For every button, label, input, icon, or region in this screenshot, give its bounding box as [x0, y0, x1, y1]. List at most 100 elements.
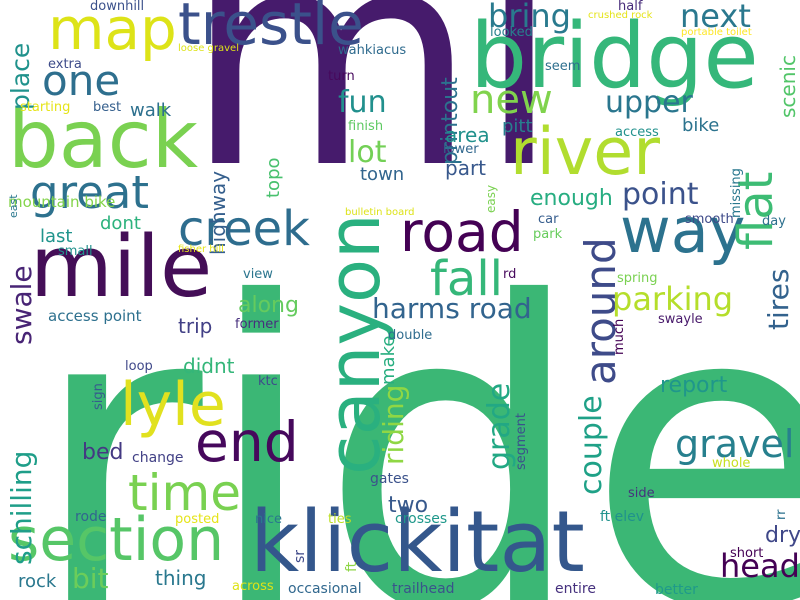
cloud-word: looked — [490, 25, 533, 40]
cloud-word: enough — [530, 186, 613, 211]
cloud-word: thing — [155, 566, 207, 590]
cloud-word: riding — [377, 384, 410, 465]
cloud-word: map — [48, 0, 177, 63]
cloud-word: rode — [75, 509, 107, 525]
cloud-word: car — [538, 212, 559, 227]
cloud-word: grade — [482, 382, 517, 470]
cloud-word: day — [762, 214, 786, 229]
cloud-word: ktc — [258, 374, 278, 389]
cloud-word: new — [470, 77, 553, 123]
cloud-word: lyle — [120, 370, 226, 440]
cloud-word: loose gravel — [178, 43, 239, 54]
cloud-word: side — [628, 486, 655, 501]
cloud-word: lower — [443, 142, 479, 157]
cloud-word: access — [615, 125, 659, 140]
cloud-word: much — [612, 318, 627, 355]
cloud-word: back — [8, 93, 199, 186]
cloud-word: segment — [514, 412, 529, 470]
cloud-word: report — [660, 373, 728, 398]
cloud-word: extra — [48, 57, 82, 72]
cloud-word: last — [40, 226, 73, 247]
cloud-word: creek — [178, 201, 310, 257]
cloud-word: portable toilet — [681, 27, 752, 38]
cloud-word: head — [720, 547, 800, 585]
cloud-word: double — [388, 328, 433, 343]
cloud-word: short — [730, 546, 764, 561]
cloud-word: rock — [18, 571, 57, 592]
cloud-word: bulletin board — [345, 207, 415, 218]
cloud-word: downhill — [90, 0, 145, 14]
cloud-word: former — [235, 317, 279, 332]
cloud-word: best — [93, 100, 122, 115]
cloud-word: didnt — [183, 354, 235, 378]
cloud-word: ride — [30, 215, 800, 600]
cloud-word: crushed rock — [588, 10, 653, 21]
cloud-word: bridge — [470, 4, 759, 109]
cloud-word: posted — [175, 512, 220, 527]
cloud-word: mountain bike — [8, 193, 116, 211]
cloud-word: bring — [488, 0, 571, 35]
cloud-word: ft — [344, 561, 360, 572]
cloud-word: topo — [263, 157, 284, 198]
cloud-word: gravel — [675, 422, 795, 466]
cloud-word: easy — [484, 184, 498, 213]
cloud-word: better — [655, 582, 698, 598]
cloud-word: two — [388, 493, 429, 518]
cloud-word: along — [238, 293, 299, 318]
cloud-word: crosses — [395, 511, 448, 527]
cloud-word: nice — [255, 512, 282, 527]
cloud-word: trestle — [178, 0, 364, 58]
cloud-word: town — [360, 164, 405, 185]
cloud-word: rd — [503, 267, 517, 282]
cloud-word: ties — [328, 512, 352, 527]
cloud-word: ft elev — [600, 509, 645, 525]
cloud-word: upper — [605, 85, 693, 120]
cloud-word: klickitat — [250, 493, 585, 592]
cloud-word: scenic — [776, 55, 800, 118]
cloud-word: turn — [328, 69, 355, 84]
cloud-word: fun — [338, 85, 387, 120]
cloud-word: swale — [5, 265, 38, 345]
cloud-word: bit — [72, 562, 109, 595]
cloud-word: small — [58, 244, 93, 259]
cloud-word: dry — [765, 523, 800, 548]
cloud-word: road — [400, 200, 524, 264]
cloud-word: bed — [82, 440, 124, 465]
cloud-word: across — [232, 579, 274, 594]
cloud-word: part — [445, 156, 487, 180]
cloud-word: mile — [30, 218, 213, 317]
cloud-word: entire — [555, 581, 596, 597]
cloud-word: view — [243, 267, 273, 282]
cloud-word: half — [618, 0, 643, 14]
cloud-word: spring — [617, 271, 658, 286]
cloud-word: smooth — [685, 212, 734, 227]
cloud-word: river — [510, 115, 660, 190]
cloud-word: change — [132, 450, 184, 466]
cloud-word: park — [533, 227, 563, 242]
cloud-word: lot — [348, 135, 387, 170]
cloud-word: dont — [100, 213, 141, 234]
cloud-word: section — [8, 505, 225, 575]
cloud-word: finish — [348, 119, 384, 134]
cloud-word: one — [42, 56, 121, 105]
cloud-word: great — [30, 166, 149, 219]
cloud-word: loop — [125, 359, 153, 374]
cloud-word: next — [680, 0, 751, 35]
cloud-word: rr — [774, 509, 789, 520]
cloud-word: pitt — [502, 116, 533, 137]
cloud-word: walk — [130, 100, 172, 121]
cloud-word: starting — [20, 100, 71, 115]
cloud-word: fisher hill — [178, 244, 224, 255]
cloud-word: couple — [574, 395, 609, 495]
cloud-word: area — [445, 123, 490, 147]
cloud-word: end — [195, 410, 299, 474]
cloud-word: missing — [729, 168, 744, 218]
cloud-word: swayle — [658, 312, 703, 327]
cloud-word: sr — [292, 549, 308, 563]
cloud-word: sign — [91, 383, 106, 410]
cloud-word: east — [7, 194, 20, 218]
cloud-word: seem — [545, 59, 581, 74]
cloud-word: fall — [430, 251, 503, 307]
cloud-word: occasional — [288, 581, 362, 597]
